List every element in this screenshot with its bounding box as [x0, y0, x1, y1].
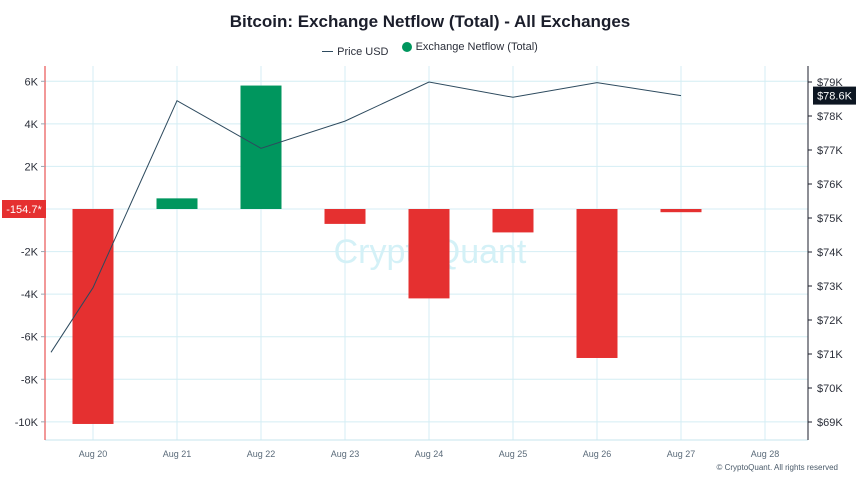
x-tick-label: Aug 24 [415, 449, 444, 459]
right-tick-label: $71K [817, 349, 843, 361]
right-tick-label: $78K [817, 111, 843, 123]
left-tick-label: -8K [21, 374, 39, 386]
right-tick-label: $75K [817, 213, 843, 225]
right-tick-label: $70K [817, 383, 843, 395]
right-tick-label: $74K [817, 247, 843, 259]
chart-title: Bitcoin: Exchange Netflow (Total) - All … [229, 12, 631, 31]
legend-item-netflow[interactable]: Exchange Netflow (Total) [401, 41, 538, 53]
x-tick-label: Aug 25 [499, 449, 528, 459]
legend-line-swatch [322, 51, 334, 52]
legend-label-netflow: Exchange Netflow (Total) [415, 41, 538, 53]
netflow-bars [72, 85, 702, 424]
tick-labels: 6K 4K 2K -2K -4K -6K -8K -10K $79K $78K $77K $76K $7… [2, 76, 856, 459]
netflow-bar [324, 209, 366, 224]
netflow-bar [240, 85, 282, 209]
right-tick-label: $76K [817, 179, 843, 191]
left-tick-label: -10K [15, 417, 39, 429]
right-tick-label: $77K [817, 145, 843, 157]
copyright-text: © CryptoQuant. All rights reserved [717, 463, 839, 472]
axes [41, 66, 812, 440]
price-line-group [50, 81, 682, 353]
price-line [50, 81, 682, 353]
left-last-value-badge-bg [2, 200, 46, 218]
right-tick-label: $79K [817, 77, 843, 89]
left-tick-label: -4K [21, 289, 39, 301]
x-tick-label: Aug 21 [163, 449, 192, 459]
legend-dot-swatch [401, 42, 412, 52]
legend-label-price: Price USD [337, 45, 389, 58]
x-tick-label: Aug 22 [247, 449, 276, 459]
chart-legend: Price USD Exchange Netflow (Total) [0, 41, 860, 58]
right-last-value-badge: $78.6K [817, 91, 853, 103]
netflow-bar [156, 198, 198, 209]
x-tick-label: Aug 26 [583, 449, 612, 459]
netflow-bar [408, 209, 450, 299]
netflow-bar [576, 209, 618, 358]
right-tick-label: $69K [817, 417, 843, 429]
right-tick-label: $72K [817, 315, 843, 327]
x-tick-label: Aug 23 [331, 449, 360, 459]
netflow-bar [492, 209, 534, 233]
right-tick-label: $73K [817, 281, 843, 293]
left-last-value-badge: -154.7* [6, 204, 42, 216]
left-tick-label: -6K [21, 332, 39, 344]
netflow-bar [660, 209, 702, 213]
x-tick-label: Aug 20 [79, 449, 108, 459]
x-tick-label: Aug 27 [667, 449, 696, 459]
legend-item-price[interactable]: Price USD [322, 45, 389, 58]
x-tick-label: Aug 28 [751, 449, 780, 459]
left-tick-label: -2K [21, 247, 39, 259]
left-tick-label: 6K [25, 76, 39, 88]
left-tick-label: 4K [25, 119, 39, 131]
right-last-value-badge-bg [813, 86, 856, 105]
netflow-bar [72, 209, 114, 424]
left-tick-label: 2K [25, 161, 39, 173]
